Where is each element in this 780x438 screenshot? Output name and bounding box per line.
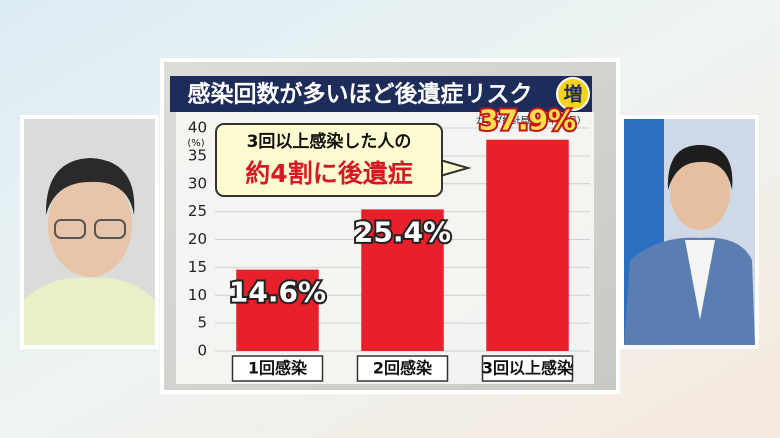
y-tick-label: 5 [197, 314, 207, 332]
x-tick-label: 1回感染 [248, 359, 308, 378]
y-tick-label: 0 [197, 342, 207, 360]
y-unit: (%) [187, 138, 204, 149]
category-box [231, 355, 324, 382]
category-box [481, 355, 574, 382]
y-tick-label: 20 [188, 230, 207, 248]
chart-title: 感染回数が多いほど後遺症リスク [188, 81, 533, 108]
badge [556, 77, 590, 111]
anchor-panel [620, 115, 759, 349]
value-label: 14.6% [229, 276, 326, 309]
shirt [685, 240, 715, 320]
badge-text: 増 [563, 83, 582, 106]
y-tick-label: 15 [188, 258, 207, 276]
hair [667, 145, 733, 190]
annotation: 約4割に後遺症 [245, 159, 412, 188]
y-tick-label: 25 [188, 202, 207, 220]
annotation: 3回以上感染した人の [247, 131, 412, 152]
x-tick-label: 2回感染 [373, 359, 433, 378]
face [670, 154, 730, 230]
plot: 0 5 10 15 20 25 30 35 40(%) 1回感染 14.6% 2回感染 25.4% 3回以… [187, 102, 590, 382]
category-box [356, 355, 449, 382]
face [48, 173, 132, 277]
y-tick-label: 30 [188, 174, 207, 192]
source: カナダ統計局（去年12月） [476, 115, 586, 127]
bar [236, 269, 319, 351]
callout [215, 123, 443, 197]
bar [361, 209, 444, 351]
y-tick-label: 10 [188, 286, 207, 304]
jacket [624, 237, 755, 345]
glasses [94, 219, 126, 239]
value-label: 25.4% [354, 215, 451, 248]
guest-panel [20, 115, 159, 349]
bar [486, 139, 569, 351]
shirt [24, 277, 155, 345]
y-tick-label: 35 [188, 146, 207, 164]
y-tick-label: 40 [188, 119, 207, 137]
hair [45, 158, 135, 215]
x-tick-label: 3回以上感染 [482, 359, 574, 378]
value-label: 37.9% [479, 104, 576, 137]
title-bar [170, 76, 592, 112]
glasses [54, 219, 86, 239]
